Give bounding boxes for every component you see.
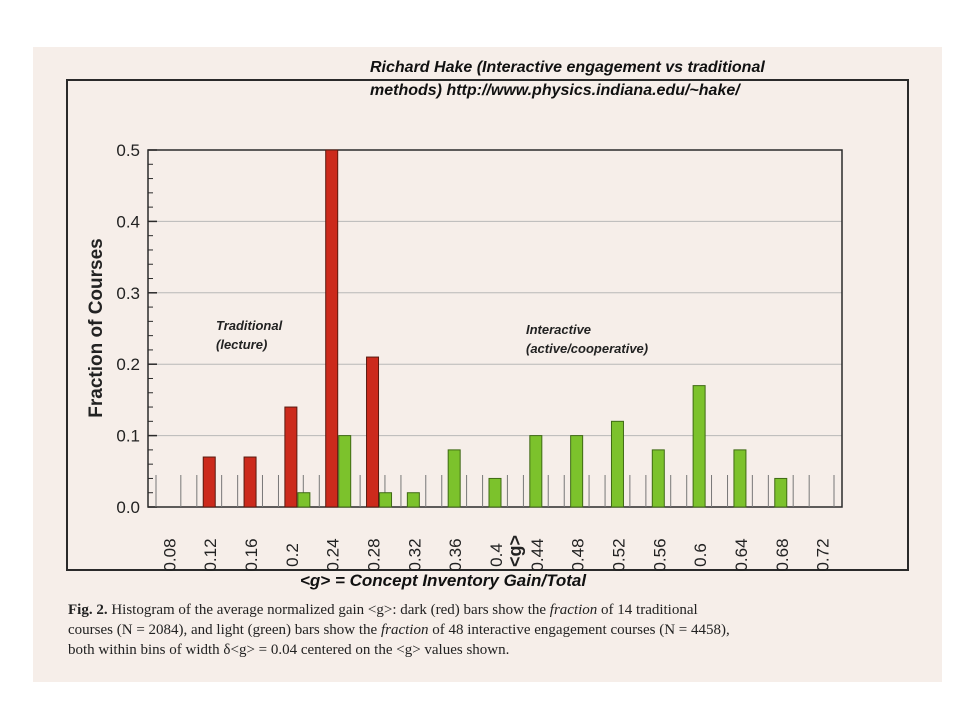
x-tick-label: 0.16	[242, 538, 261, 571]
x-tick-label: 0.36	[446, 538, 465, 571]
x-tick-label: 0.64	[732, 538, 751, 571]
interactive-bar	[692, 385, 706, 508]
y-tick-label: 0.3	[116, 284, 140, 303]
x-tick-label: 0.2	[283, 543, 302, 567]
x-tick-label: 0.48	[569, 538, 588, 571]
x-axis-label: <g>	[505, 535, 525, 567]
traditional-bar	[284, 406, 298, 508]
x-tick-label: 0.12	[201, 538, 220, 571]
x-tick-label: 0.6	[691, 543, 710, 567]
x-tick-label: 0.72	[814, 538, 833, 571]
heading-line-1: Richard Hake (Interactive engagement vs …	[370, 59, 765, 76]
caption-line-2: courses (N = 2084), and light (green) ba…	[68, 620, 918, 640]
traditional-bar	[366, 356, 380, 508]
caption-line-3: both within bins of width δ<g> = 0.04 ce…	[68, 642, 510, 658]
series-annotation: Interactive	[526, 322, 591, 337]
traditional-bar	[243, 456, 257, 508]
traditional-bar	[202, 456, 216, 508]
x-tick-label: 0.44	[528, 538, 547, 571]
interactive-bar	[338, 435, 352, 508]
interactive-bar	[447, 449, 461, 508]
y-axis-label: Fraction of Courses	[86, 238, 107, 417]
series-annotation: (lecture)	[216, 337, 267, 352]
y-tick-label: 0.2	[116, 355, 140, 374]
caption-emphasis: fraction	[380, 622, 429, 638]
interactive-bar	[651, 449, 665, 508]
x-tick-label: 0.56	[650, 538, 669, 571]
outer-frame	[66, 79, 909, 571]
x-tick-label: 0.4	[487, 543, 506, 567]
interactive-bar	[610, 420, 624, 508]
x-axis-caption: <g> = Concept Inventory Gain/Total	[300, 571, 587, 590]
caption-text: of 48 interactive engagement courses (N …	[428, 622, 730, 638]
caption-text: of 14 traditional	[597, 602, 698, 618]
traditional-bar	[325, 149, 339, 508]
x-tick-label: 0.68	[773, 538, 792, 571]
caption-line-1: Fig. 2. Histogram of the average normali…	[68, 600, 918, 620]
chart-heading: Richard Hake (Interactive engagement vs …	[370, 56, 870, 102]
figure-caption: Fig. 2. Histogram of the average normali…	[68, 600, 918, 660]
y-tick-label: 0.0	[116, 498, 140, 517]
series-annotation: Traditional	[216, 318, 283, 333]
interactive-bar	[529, 435, 543, 508]
x-tick-label: 0.52	[609, 538, 628, 571]
interactive-bar	[297, 492, 311, 508]
interactive-bar	[406, 492, 420, 508]
heading-line-2: methods) http://www.physics.indiana.edu/…	[370, 82, 740, 99]
caption-text: Histogram of the average normalized gain…	[111, 602, 550, 618]
x-tick-label: 0.32	[405, 538, 424, 571]
caption-text: courses (N = 2084), and light (green) ba…	[68, 622, 381, 638]
x-tick-label: 0.24	[324, 538, 343, 571]
x-tick-label: 0.28	[365, 538, 384, 571]
interactive-bar	[733, 449, 747, 508]
y-tick-label: 0.4	[116, 212, 140, 231]
caption-label: Fig. 2.	[68, 602, 108, 618]
interactive-bar	[379, 492, 393, 508]
interactive-bar	[774, 477, 788, 508]
y-tick-label: 0.5	[116, 141, 140, 160]
interactive-bar	[488, 477, 502, 508]
x-tick-label: 0.08	[160, 538, 179, 571]
series-annotation: (active/cooperative)	[526, 341, 648, 356]
interactive-bar	[570, 435, 584, 508]
y-tick-label: 0.1	[116, 427, 140, 446]
caption-emphasis: fraction	[549, 602, 598, 618]
